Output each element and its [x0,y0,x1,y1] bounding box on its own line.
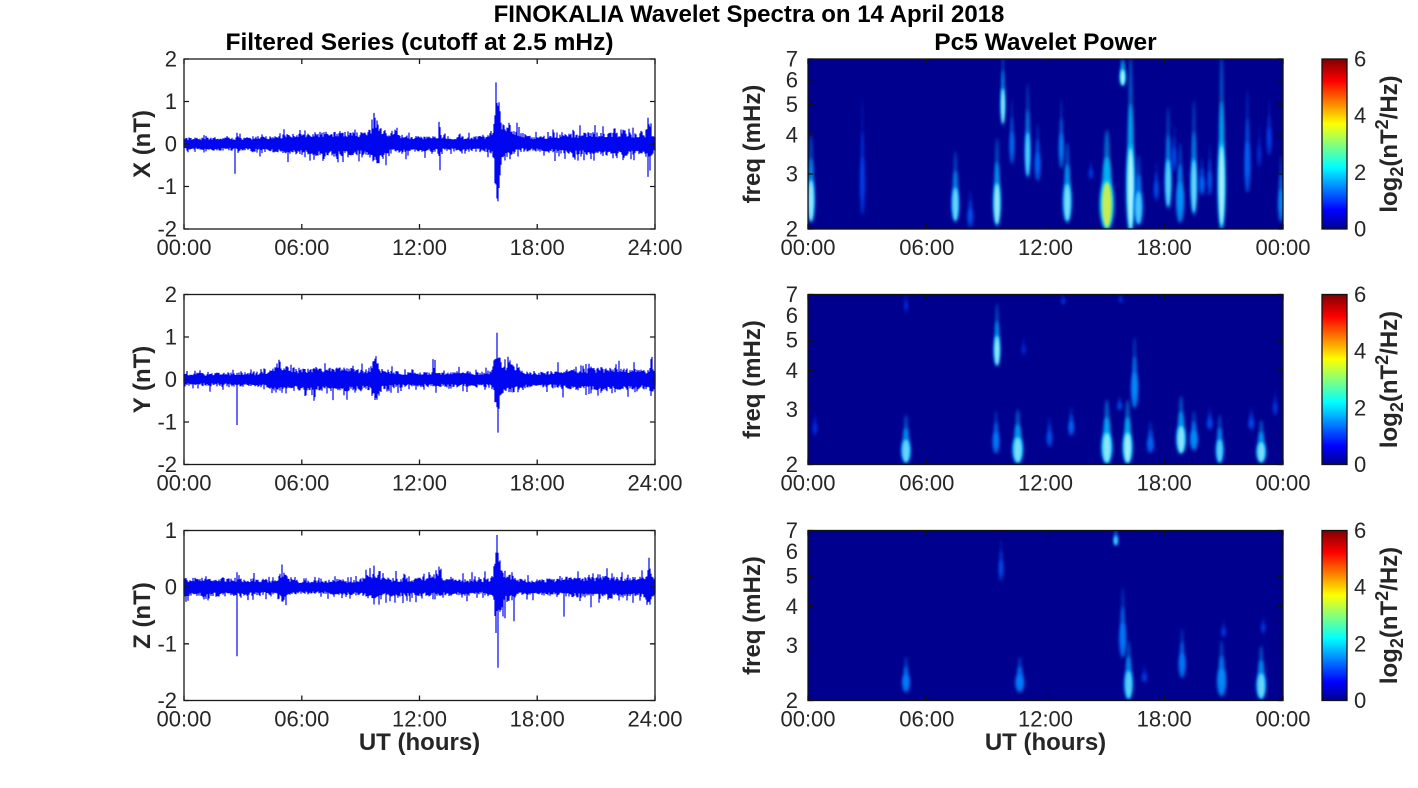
svg-text:-1: -1 [157,410,177,435]
svg-text:1: 1 [165,325,177,350]
svg-text:06:00: 06:00 [274,707,329,732]
svg-text:00:00: 00:00 [1255,235,1310,260]
svg-text:5: 5 [786,92,798,117]
svg-text:-1: -1 [157,631,177,656]
svg-text:24:00: 24:00 [627,235,682,260]
svg-text:7: 7 [786,47,798,72]
svg-text:18:00: 18:00 [510,707,565,732]
svg-text:06:00: 06:00 [274,235,329,260]
svg-text:Y (nT): Y (nT) [129,346,156,414]
svg-text:X (nT): X (nT) [129,110,156,178]
svg-text:2: 2 [1354,631,1366,656]
svg-text:1: 1 [165,89,177,114]
svg-text:0: 0 [1354,452,1366,477]
svg-text:12:00: 12:00 [1018,471,1073,496]
svg-text:UT (hours): UT (hours) [359,729,480,756]
svg-text:0: 0 [1354,688,1366,713]
svg-text:7: 7 [786,518,798,543]
svg-text:Z (nT): Z (nT) [129,582,156,649]
svg-text:5: 5 [786,328,798,353]
svg-text:freq (mHz): freq (mHz) [739,320,766,439]
svg-text:4: 4 [1354,103,1366,128]
svg-text:7: 7 [786,282,798,307]
svg-text:6: 6 [786,539,798,564]
svg-text:-2: -2 [157,217,177,242]
svg-text:5: 5 [786,564,798,589]
svg-text:00:00: 00:00 [156,471,211,496]
svg-text:06:00: 06:00 [274,471,329,496]
svg-text:12:00: 12:00 [392,471,447,496]
svg-text:00:00: 00:00 [156,707,211,732]
svg-text:24:00: 24:00 [627,471,682,496]
svg-text:4: 4 [786,358,798,383]
svg-text:00:00: 00:00 [780,707,835,732]
svg-text:2: 2 [786,217,798,242]
svg-text:6: 6 [1354,47,1366,72]
svg-text:3: 3 [786,633,798,658]
svg-text:-1: -1 [157,174,177,199]
svg-text:0: 0 [1354,217,1366,242]
svg-text:2: 2 [1354,160,1366,185]
svg-text:00:00: 00:00 [780,471,835,496]
svg-text:18:00: 18:00 [1137,471,1192,496]
svg-text:00:00: 00:00 [1255,471,1310,496]
svg-text:log2(nT2/Hz): log2(nT2/Hz) [1372,547,1407,684]
svg-text:2: 2 [786,688,798,713]
svg-text:06:00: 06:00 [899,471,954,496]
svg-text:06:00: 06:00 [899,707,954,732]
svg-text:Pc5 Wavelet Power: Pc5 Wavelet Power [934,29,1157,56]
svg-text:12:00: 12:00 [1018,707,1073,732]
svg-text:18:00: 18:00 [1137,707,1192,732]
svg-text:3: 3 [786,397,798,422]
svg-text:FINOKALIA Wavelet Spectra on 1: FINOKALIA Wavelet Spectra on 14 April 20… [494,1,1005,28]
svg-text:18:00: 18:00 [510,471,565,496]
svg-text:-2: -2 [157,688,177,713]
svg-text:18:00: 18:00 [510,235,565,260]
svg-text:2: 2 [165,47,177,72]
svg-text:0: 0 [165,575,177,600]
svg-text:4: 4 [786,594,798,619]
svg-text:2: 2 [786,452,798,477]
svg-text:3: 3 [786,162,798,187]
svg-text:0: 0 [165,132,177,157]
svg-text:4: 4 [1354,575,1366,600]
svg-text:6: 6 [1354,518,1366,543]
svg-text:06:00: 06:00 [899,235,954,260]
svg-text:0: 0 [165,367,177,392]
svg-text:00:00: 00:00 [1255,707,1310,732]
svg-text:12:00: 12:00 [392,707,447,732]
svg-text:12:00: 12:00 [392,235,447,260]
svg-text:freq (mHz): freq (mHz) [739,556,766,675]
svg-text:6: 6 [786,303,798,328]
svg-text:24:00: 24:00 [627,707,682,732]
svg-text:00:00: 00:00 [780,235,835,260]
svg-text:12:00: 12:00 [1018,235,1073,260]
svg-text:Filtered Series (cutoff at 2.5: Filtered Series (cutoff at 2.5 mHz) [225,29,613,56]
svg-text:6: 6 [786,67,798,92]
svg-text:-2: -2 [157,452,177,477]
svg-text:4: 4 [1354,339,1366,364]
svg-text:UT (hours): UT (hours) [985,729,1106,756]
svg-text:log2(nT2/Hz): log2(nT2/Hz) [1372,75,1407,212]
svg-text:freq (mHz): freq (mHz) [739,85,766,204]
svg-text:log2(nT2/Hz): log2(nT2/Hz) [1372,311,1407,448]
svg-text:2: 2 [1354,395,1366,420]
svg-text:4: 4 [786,122,798,147]
svg-text:2: 2 [165,282,177,307]
svg-text:18:00: 18:00 [1137,235,1192,260]
svg-text:6: 6 [1354,282,1366,307]
svg-text:1: 1 [165,518,177,543]
svg-text:00:00: 00:00 [156,235,211,260]
